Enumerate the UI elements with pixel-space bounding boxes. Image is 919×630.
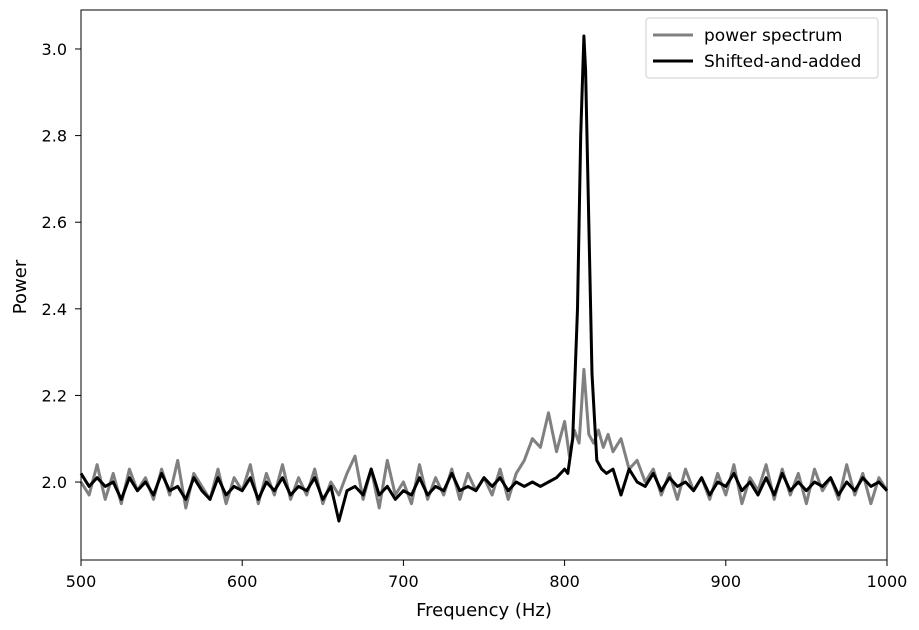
x-tick-label: 700 <box>388 572 419 591</box>
x-axis-label: Frequency (Hz) <box>416 600 552 621</box>
legend: power spectrum Shifted-and-added <box>645 17 879 79</box>
y-tick-label: 2.0 <box>42 473 67 492</box>
x-axis: 500 600 700 800 900 1000 <box>66 560 908 591</box>
y-tick-label: 3.0 <box>42 40 67 59</box>
y-tick-label: 2.2 <box>42 386 67 405</box>
plot-frame <box>80 9 888 561</box>
y-tick-label: 2.4 <box>42 300 67 319</box>
y-tick-label: 2.8 <box>42 127 67 146</box>
legend-label-power-spectrum: power spectrum <box>704 26 842 46</box>
series-layer <box>79 34 889 523</box>
series-line-shifted-and-added <box>79 34 889 523</box>
y-axis: 2.0 2.2 2.4 2.6 2.8 3.0 <box>42 40 81 492</box>
legend-box <box>645 17 879 79</box>
x-tick-label: 800 <box>549 572 580 591</box>
legend-label-shifted-and-added: Shifted-and-added <box>704 52 861 72</box>
y-tick-label: 2.6 <box>42 213 67 232</box>
y-axis-label: Power <box>10 259 31 314</box>
x-tick-label: 900 <box>711 572 742 591</box>
x-tick-label: 600 <box>227 572 258 591</box>
x-tick-label: 1000 <box>867 572 908 591</box>
x-tick-label: 500 <box>66 572 97 591</box>
